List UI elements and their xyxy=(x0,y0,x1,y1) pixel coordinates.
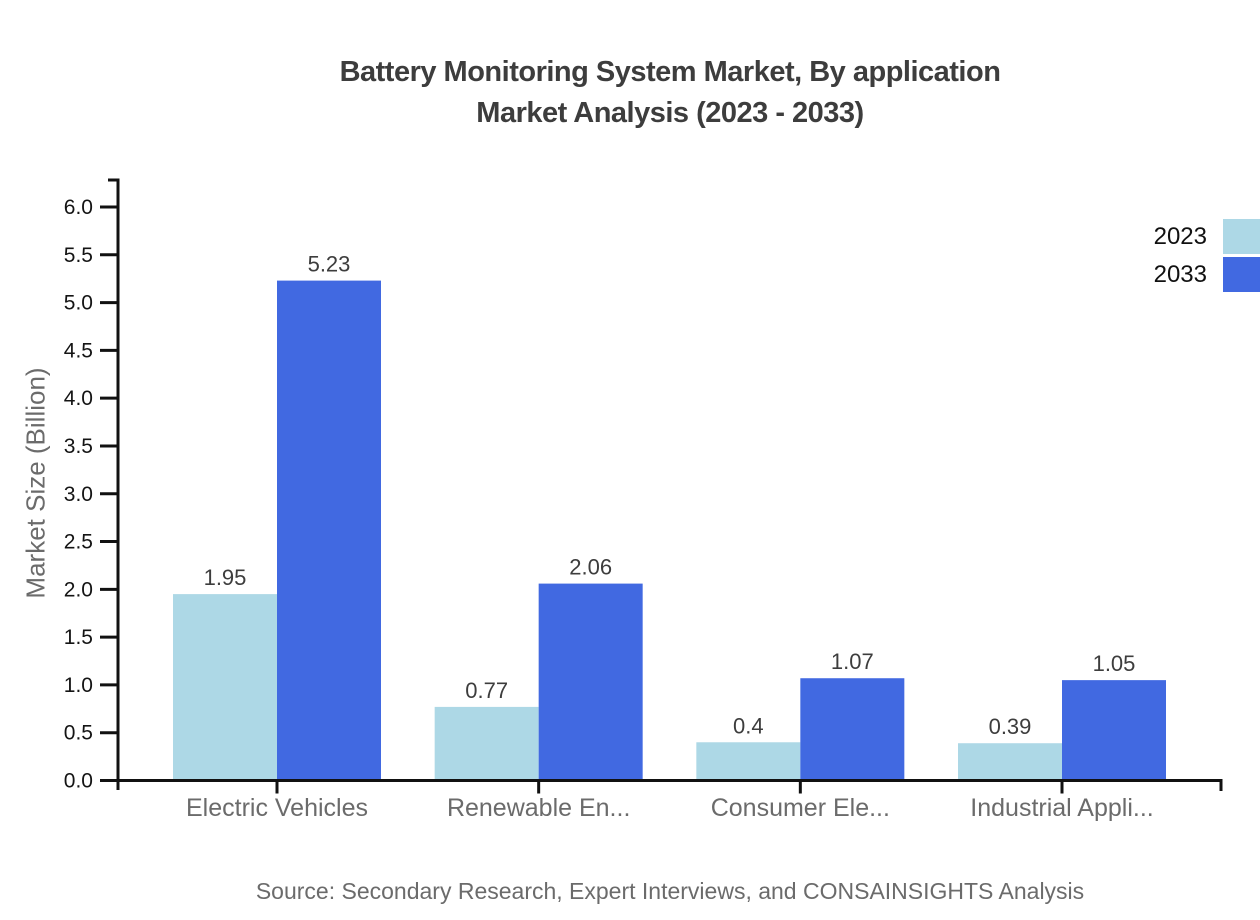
y-tick-label: 1.5 xyxy=(64,626,93,649)
y-tick-label: 2.0 xyxy=(64,578,93,601)
y-tick-label: 1.0 xyxy=(64,674,93,697)
legend-item-2033: 2033 xyxy=(1154,257,1260,292)
x-category-label: Renewable En... xyxy=(447,794,630,822)
legend: 2023 2033 xyxy=(1154,219,1260,292)
value-label: 1.05 xyxy=(1093,651,1136,676)
source-text: Source: Secondary Research, Expert Inter… xyxy=(255,878,1085,904)
value-label: 2.06 xyxy=(569,555,612,580)
y-tick-label: 4.0 xyxy=(64,387,93,410)
bar-2023-0 xyxy=(173,594,277,781)
bar-2023-2 xyxy=(696,742,801,781)
x-category-label: Electric Vehicles xyxy=(186,794,368,822)
value-label: 0.4 xyxy=(733,713,764,738)
x-category-label: Consumer Ele... xyxy=(711,794,890,822)
legend-swatch-2023 xyxy=(1223,219,1260,254)
y-tick-label: 0.5 xyxy=(64,722,93,745)
bar-2033-2 xyxy=(800,678,905,781)
value-label: 0.39 xyxy=(989,714,1032,739)
chart-title-line2: Market Analysis (2023 - 2033) xyxy=(476,97,864,129)
value-label: 5.23 xyxy=(308,252,351,277)
legend-item-2023: 2023 xyxy=(1154,219,1260,254)
y-tick-label: 6.0 xyxy=(64,196,93,219)
bar-2033-3 xyxy=(1062,680,1166,781)
y-tick-label: 3.0 xyxy=(64,483,93,506)
y-tick-label: 3.5 xyxy=(64,435,93,458)
y-tick-label: 5.0 xyxy=(64,292,93,315)
x-axis-spine xyxy=(113,779,1223,791)
legend-swatch-2033 xyxy=(1223,257,1260,292)
bar-2023-1 xyxy=(434,706,539,781)
y-tick-label: 5.5 xyxy=(64,244,93,267)
value-label: 0.77 xyxy=(465,678,508,703)
legend-label-2033: 2033 xyxy=(1153,260,1207,288)
chart-title-line1: Battery Monitoring System Market, By app… xyxy=(339,56,1001,88)
y-tick-label: 2.5 xyxy=(64,531,93,554)
y-tick-label: 4.5 xyxy=(64,339,93,362)
bar-2023-3 xyxy=(958,743,1062,781)
legend-label-2023: 2023 xyxy=(1153,222,1207,250)
y-axis-spine xyxy=(108,178,120,790)
x-category-label: Industrial Appli... xyxy=(970,794,1153,822)
bar-2033-0 xyxy=(277,280,381,781)
value-label: 1.07 xyxy=(831,649,874,674)
bar-2033-1 xyxy=(538,583,643,781)
value-label: 1.95 xyxy=(204,565,247,590)
y-tick-label: 0.0 xyxy=(64,770,93,793)
chart-title: Battery Monitoring System Market, By app… xyxy=(80,52,1260,134)
